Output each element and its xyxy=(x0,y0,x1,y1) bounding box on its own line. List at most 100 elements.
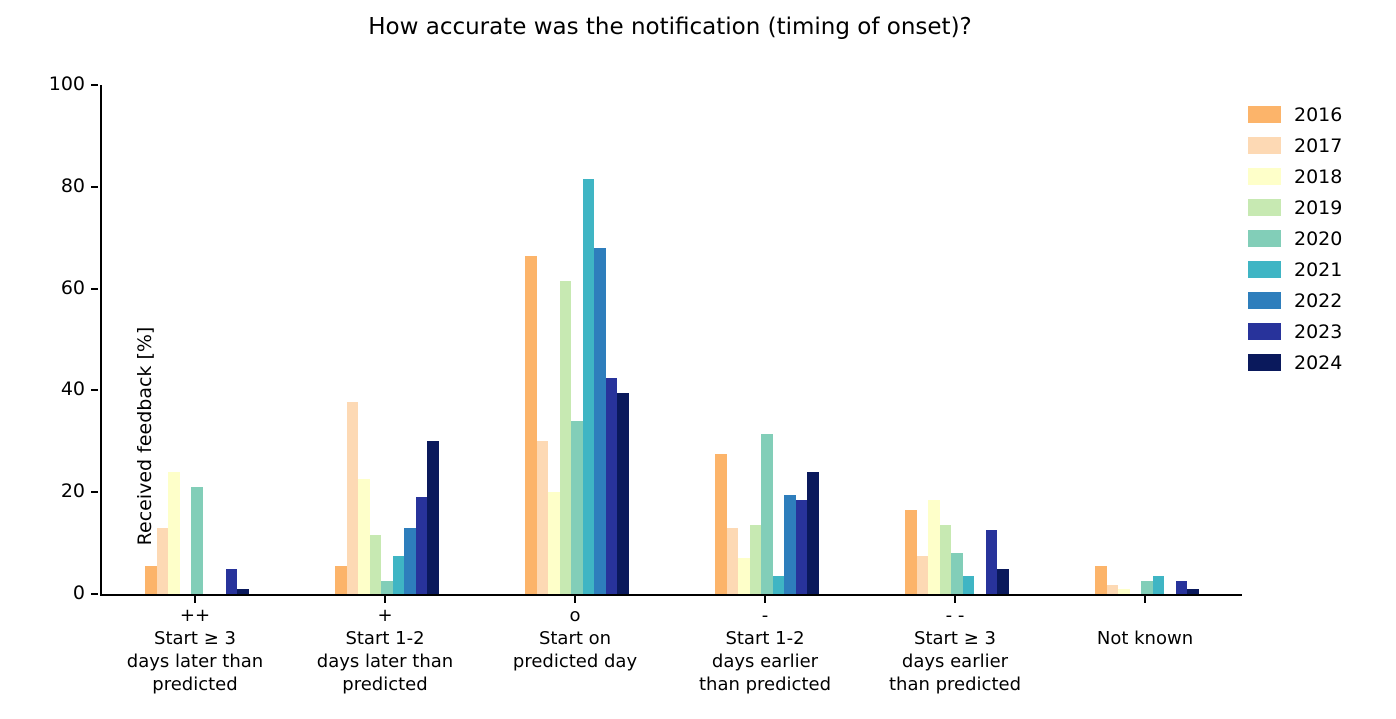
y-tick-mark xyxy=(91,84,98,86)
legend-item-2020: 2020 xyxy=(1248,223,1342,254)
bar-2023 xyxy=(795,499,808,594)
legend-item-2023: 2023 xyxy=(1248,316,1342,347)
bar-2021 xyxy=(392,555,405,594)
bar-2020 xyxy=(381,581,393,594)
y-tick-mark xyxy=(91,185,98,188)
x-tick-label: o Start on predicted day xyxy=(512,605,638,672)
legend-label: 2024 xyxy=(1294,351,1343,374)
legend-label: 2017 xyxy=(1294,134,1343,157)
bar-2017 xyxy=(536,441,549,594)
bar-2023 xyxy=(605,377,618,594)
bar-2016 xyxy=(335,566,347,594)
x-tick-mark xyxy=(954,596,956,603)
bar-2023 xyxy=(225,568,238,594)
x-tick-label: Not known xyxy=(1096,628,1194,649)
bar-2019 xyxy=(749,525,762,594)
bar-2019 xyxy=(559,280,572,594)
bar-2017 xyxy=(346,402,359,594)
y-tick-mark xyxy=(91,593,98,595)
y-tick-mark xyxy=(91,491,98,494)
legend-swatch xyxy=(1248,292,1281,309)
legend-item-2022: 2022 xyxy=(1248,285,1342,316)
legend-swatch xyxy=(1248,199,1281,216)
legend-label: 2018 xyxy=(1294,165,1343,188)
bar-2020 xyxy=(191,487,203,594)
bar-2022 xyxy=(784,494,796,594)
bar-2017 xyxy=(1106,584,1119,594)
bar-2024 xyxy=(997,568,1009,594)
bar-2021 xyxy=(772,576,785,594)
legend-item-2017: 2017 xyxy=(1248,130,1342,161)
bar-2018 xyxy=(928,499,940,594)
y-tick-label: 20 xyxy=(60,480,85,503)
legend-swatch xyxy=(1248,106,1281,123)
legend: 2016 2017 2018 2019 2020 2021 2022 2023 2024 xyxy=(1248,99,1342,378)
bar-2016 xyxy=(905,510,917,594)
bar-groups xyxy=(102,85,1242,594)
bar-2018 xyxy=(548,492,560,594)
legend-swatch xyxy=(1248,168,1281,185)
x-tick-label: - Start 1-2 days earlier than predicted xyxy=(698,605,831,695)
bar-2022 xyxy=(594,247,606,594)
legend-label: 2021 xyxy=(1294,258,1343,281)
bar-2021 xyxy=(1152,576,1165,594)
bar-2016 xyxy=(145,566,157,594)
y-tick-label: 40 xyxy=(60,378,85,401)
y-tick-label: 100 xyxy=(48,73,85,95)
bar-2020 xyxy=(951,553,963,594)
chart-title: How accurate was the notification (timin… xyxy=(368,14,972,40)
bar-2024 xyxy=(237,588,249,594)
bar-2017 xyxy=(156,527,169,594)
x-tick-label: ++ Start ≥ 3 days later than predicted xyxy=(126,605,264,695)
bar-2023 xyxy=(1175,581,1188,594)
legend-swatch xyxy=(1248,137,1281,154)
legend-swatch xyxy=(1248,230,1281,247)
bar-2019 xyxy=(939,525,952,594)
bar-2016 xyxy=(1095,566,1107,594)
bar-2024 xyxy=(617,392,629,594)
bar-2024 xyxy=(427,441,439,594)
legend-item-2019: 2019 xyxy=(1248,192,1342,223)
bar-2017 xyxy=(726,527,739,594)
bar-2016 xyxy=(525,255,537,594)
x-tick-mark xyxy=(574,596,576,603)
legend-item-2024: 2024 xyxy=(1248,347,1342,378)
bar-group xyxy=(672,85,862,594)
x-tick-mark xyxy=(194,596,196,603)
bar-2024 xyxy=(807,471,819,594)
bar-group xyxy=(482,85,672,594)
bar-2022 xyxy=(404,527,416,594)
bar-2018 xyxy=(738,558,750,594)
bar-2020 xyxy=(761,433,773,594)
bar-group xyxy=(292,85,482,594)
legend-swatch xyxy=(1248,323,1281,340)
bar-2020 xyxy=(1141,581,1153,594)
bar-2018 xyxy=(358,479,370,594)
legend-label: 2022 xyxy=(1294,289,1343,312)
legend-swatch xyxy=(1248,354,1281,371)
bar-group xyxy=(862,85,1052,594)
x-tick-label: - - Start ≥ 3 days earlier than predicted xyxy=(888,605,1021,695)
legend-item-2018: 2018 xyxy=(1248,161,1342,192)
bar-2024 xyxy=(1187,588,1199,594)
legend-label: 2023 xyxy=(1294,320,1343,343)
y-tick-mark xyxy=(91,287,98,290)
bar-2023 xyxy=(985,530,998,594)
y-tick-label: 80 xyxy=(60,174,85,197)
legend-label: 2020 xyxy=(1294,227,1343,250)
x-tick-mark xyxy=(1144,596,1146,603)
bar-group xyxy=(102,85,292,594)
legend-label: 2019 xyxy=(1294,196,1343,219)
bar-2021 xyxy=(962,576,975,594)
bar-2018 xyxy=(168,471,180,594)
legend-item-2021: 2021 xyxy=(1248,254,1342,285)
y-tick-mark xyxy=(91,389,98,392)
x-tick-label: + Start 1-2 days later than predicted xyxy=(316,605,454,695)
y-tick-label: 0 xyxy=(72,582,85,604)
bar-2021 xyxy=(582,179,595,594)
legend-label: 2016 xyxy=(1294,103,1343,126)
bar-2018 xyxy=(1118,588,1130,594)
legend-item-2016: 2016 xyxy=(1248,99,1342,130)
bar-2016 xyxy=(715,454,727,594)
